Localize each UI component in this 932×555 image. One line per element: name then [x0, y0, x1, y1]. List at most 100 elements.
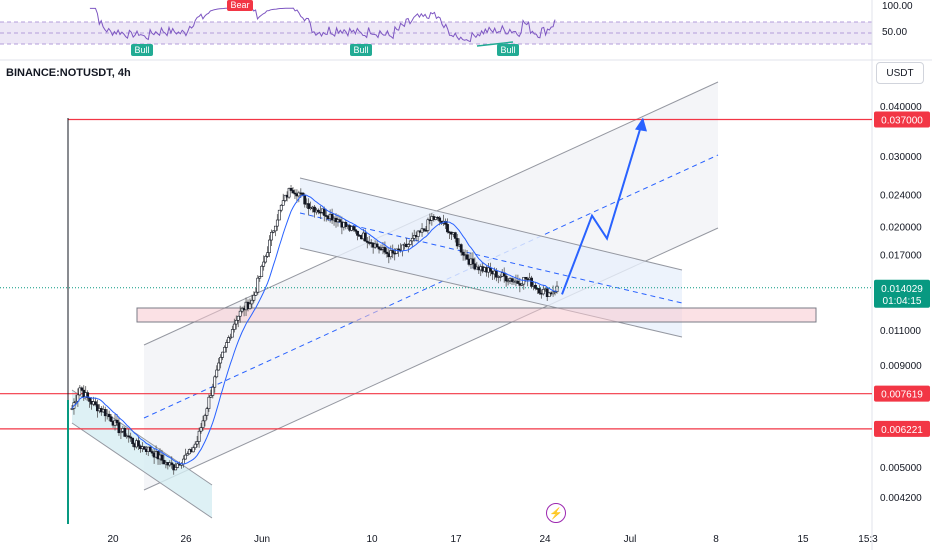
candle [270, 229, 273, 246]
candle [391, 244, 395, 259]
price-level-tag [874, 385, 930, 402]
candle [131, 437, 135, 447]
price-tick-label: 0.020000 [880, 222, 922, 233]
small-channel-fill [72, 390, 212, 518]
candle [264, 254, 268, 264]
candle [268, 235, 271, 258]
candle [293, 189, 297, 199]
candle [524, 276, 528, 283]
candle [236, 315, 240, 328]
candle [207, 394, 211, 412]
candle [455, 234, 459, 249]
candle [317, 208, 320, 215]
countdown-text: 01:04:15 [883, 296, 922, 307]
candle [510, 277, 514, 285]
candle [389, 245, 393, 260]
price-tick-label: 0.017000 [880, 250, 922, 261]
candle [471, 252, 475, 269]
candle [209, 389, 213, 398]
rsi-tick-100: 100.00 [882, 1, 913, 12]
candle [408, 239, 412, 246]
rsi-divergence-line [476, 41, 514, 47]
moving-average-line [71, 194, 558, 465]
candle [193, 441, 197, 450]
symbol-label: BINANCE:NOTUSDT, 4h [6, 67, 131, 79]
candle [375, 240, 379, 248]
projection-path [561, 119, 644, 295]
candle [123, 426, 127, 437]
price-levels [0, 118, 872, 430]
candle [213, 375, 217, 393]
rsi-line [89, 7, 556, 43]
price-tick-label: 0.004200 [880, 493, 922, 504]
candle [383, 241, 387, 255]
time-tick-label: 20 [107, 534, 119, 545]
candle [96, 399, 99, 418]
candle [229, 333, 232, 341]
candle [330, 208, 334, 224]
candle [197, 427, 201, 448]
candle [281, 193, 285, 206]
candle [227, 335, 230, 343]
ascending-channel-mid [143, 154, 719, 419]
candle [273, 225, 277, 237]
candle [446, 218, 449, 234]
price-tick-label: 0.009000 [880, 361, 922, 372]
small-channel-upper [71, 389, 213, 486]
lightning-icon[interactable]: ⚡ [546, 503, 566, 523]
last-price-tag [874, 279, 930, 308]
rsi-tick-50: 50.00 [882, 27, 907, 38]
candle [119, 430, 123, 440]
candle [109, 414, 113, 423]
candle [219, 354, 223, 369]
price-axis: 0.040000 0.030000 0.024000 0.020000 0.017000… [880, 102, 922, 504]
candle [410, 232, 414, 247]
rsi-pane: 100.00 50.00 Bull Bear Bull Bull [0, 0, 913, 56]
candle [379, 244, 383, 251]
candle [356, 230, 359, 241]
currency-selector[interactable]: USDT [876, 62, 924, 84]
svg-text:Bull: Bull [353, 45, 368, 55]
price-level-tag-text: 0.007619 [881, 390, 923, 401]
rsi-signal-bull-3: Bull [497, 44, 519, 56]
candle [88, 396, 92, 408]
time-tick-label: Jul [624, 534, 637, 545]
candle [504, 273, 508, 287]
candle [129, 432, 133, 442]
time-tick-label: 17 [450, 534, 462, 545]
candle [137, 437, 140, 451]
candle [262, 255, 266, 271]
candle [94, 397, 97, 406]
candle [148, 446, 152, 453]
candle [191, 445, 195, 453]
candle [150, 449, 154, 457]
time-tick-label: 24 [539, 534, 551, 545]
rsi-signal-bull-1: Bull [131, 44, 153, 56]
candles [70, 185, 559, 475]
price-level-tag-text: 0.037000 [881, 116, 923, 127]
candle [465, 250, 469, 260]
candle [272, 230, 275, 234]
price-tick-label: 0.040000 [880, 102, 922, 113]
candle [426, 217, 430, 234]
candle [444, 218, 447, 229]
candle [142, 446, 146, 450]
candle [117, 416, 121, 436]
candle [297, 190, 301, 203]
candle [215, 365, 219, 379]
candle [225, 339, 228, 353]
last-price-text: 0.014029 [881, 284, 923, 295]
candle [506, 277, 510, 286]
candle [541, 285, 545, 296]
candle [201, 415, 205, 431]
candle [547, 291, 551, 297]
candle [205, 406, 209, 420]
candle [537, 285, 541, 295]
candle [174, 462, 178, 471]
candle [254, 287, 258, 296]
support-zone [136, 307, 817, 323]
svg-text:Bull: Bull [134, 45, 149, 55]
candle [248, 298, 252, 310]
